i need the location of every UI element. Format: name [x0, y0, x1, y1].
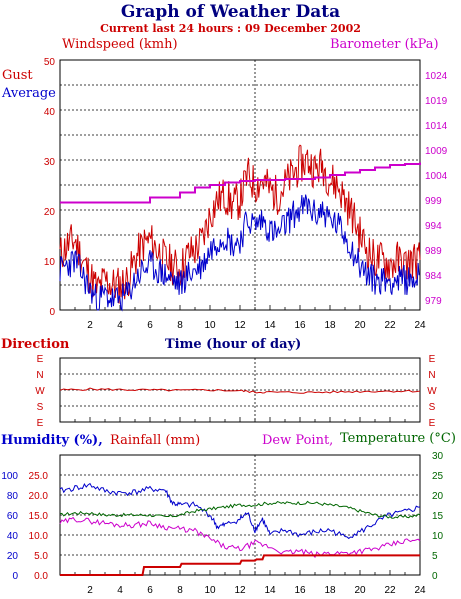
baro-y-tick: 1024 [425, 71, 448, 82]
baro-y-tick: 984 [425, 271, 442, 282]
humidity-y-tick: 80 [7, 491, 19, 502]
wind-x-tick: 22 [384, 320, 396, 331]
baro-y-tick: 1004 [425, 171, 448, 182]
barometer-series-line [60, 162, 421, 204]
climate-x-tick: 14 [264, 585, 276, 596]
humidity-y-tick: 20 [7, 551, 19, 562]
wind-x-tick: 10 [204, 320, 216, 331]
rain-y-tick: 25.0 [29, 471, 49, 482]
wind-y-tick: 50 [44, 57, 56, 68]
direction-y-tick-right: W [427, 386, 437, 397]
direction-y-tick-left: E [37, 354, 44, 365]
wind-y-tick: 40 [44, 107, 56, 118]
direction-y-tick-right: N [428, 370, 435, 381]
gust-series-line [59, 144, 421, 304]
wind-x-tick: 8 [177, 320, 183, 331]
climate-x-tick: 24 [414, 585, 426, 596]
temperature-series-line [59, 500, 421, 519]
humidity-y-tick: 0 [12, 571, 18, 582]
climate-x-tick: 2 [87, 585, 93, 596]
temperature-y-tick: 15 [432, 511, 444, 522]
wind-y-tick: 20 [44, 207, 56, 218]
rain-y-tick: 5.0 [34, 551, 48, 562]
wind-y-tick: 30 [44, 157, 56, 168]
climate-x-tick: 12 [234, 585, 246, 596]
climate-x-tick: 22 [384, 585, 396, 596]
wind-x-tick: 4 [117, 320, 123, 331]
wind-x-tick: 16 [294, 320, 306, 331]
wind-x-tick: 20 [354, 320, 366, 331]
wind-y-tick: 10 [44, 257, 56, 268]
climate-x-tick: 6 [147, 585, 153, 596]
temperature-y-tick: 0 [432, 571, 438, 582]
chart-subtitle: Current last 24 hours : 09 December 2002 [100, 22, 361, 35]
gust-legend-label: Gust [2, 68, 33, 83]
baro-y-tick: 1009 [425, 146, 448, 157]
humidity-y-tick: 60 [7, 511, 19, 522]
baro-y-tick: 979 [425, 296, 442, 307]
climate-x-tick: 18 [324, 585, 336, 596]
direction-y-tick-left: E [37, 418, 44, 429]
dewpoint-axis-label: Dew Point, [262, 433, 334, 448]
baro-y-tick: 989 [425, 246, 442, 257]
temperature-y-tick: 10 [432, 531, 444, 542]
rain-y-tick: 20.0 [29, 491, 49, 502]
wind-y-tick: 0 [49, 307, 55, 318]
wind-x-tick: 18 [324, 320, 336, 331]
direction-y-tick-left: N [36, 370, 43, 381]
baro-y-tick: 994 [425, 221, 442, 232]
rainfall-axis-label: Rainfall (mm) [110, 433, 201, 448]
baro-y-tick: 1019 [425, 96, 448, 107]
wind-x-tick: 14 [264, 320, 276, 331]
temperature-y-tick: 30 [432, 451, 444, 462]
rainfall-series-line [60, 554, 420, 576]
direction-axis-label: Direction [1, 337, 70, 352]
average-series-line [59, 194, 421, 312]
dewpoint-series-line [59, 516, 421, 559]
chart-title: Graph of Weather Data [120, 2, 341, 22]
wind-x-tick: 2 [87, 320, 93, 331]
direction-y-tick-left: S [37, 402, 44, 413]
climate-x-tick: 4 [117, 585, 123, 596]
humidity-y-tick: 40 [7, 531, 19, 542]
humidity-series-line [59, 482, 421, 540]
direction-y-tick-right: E [429, 354, 436, 365]
time-axis-label: Time (hour of day) [165, 337, 302, 352]
direction-series-line [59, 387, 421, 394]
temperature-y-tick: 25 [432, 471, 444, 482]
direction-y-tick-left: W [35, 386, 45, 397]
rain-y-tick: 0.0 [34, 571, 48, 582]
barometer-axis-label: Barometer (kPa) [330, 37, 439, 52]
wind-x-tick: 12 [234, 320, 246, 331]
baro-y-tick: 1014 [425, 121, 448, 132]
humidity-y-tick: 100 [1, 471, 18, 482]
direction-y-tick-right: S [429, 402, 436, 413]
direction-y-tick-right: E [429, 418, 436, 429]
temperature-axis-label: Temperature (°C) [340, 431, 456, 446]
windspeed-axis-label: Windspeed (kmh) [62, 37, 178, 52]
climate-x-tick: 16 [294, 585, 306, 596]
average-legend-label: Average [2, 86, 56, 101]
temperature-y-tick: 20 [432, 491, 444, 502]
baro-y-tick: 999 [425, 196, 442, 207]
wind-x-tick: 6 [147, 320, 153, 331]
climate-x-tick: 20 [354, 585, 366, 596]
rain-y-tick: 15.0 [29, 511, 49, 522]
humidity-axis-label: Humidity (%), [1, 433, 103, 448]
rain-y-tick: 10.0 [29, 531, 49, 542]
climate-x-tick: 10 [204, 585, 216, 596]
wind-x-tick: 24 [414, 320, 426, 331]
climate-x-tick: 8 [177, 585, 183, 596]
temperature-y-tick: 5 [432, 551, 438, 562]
